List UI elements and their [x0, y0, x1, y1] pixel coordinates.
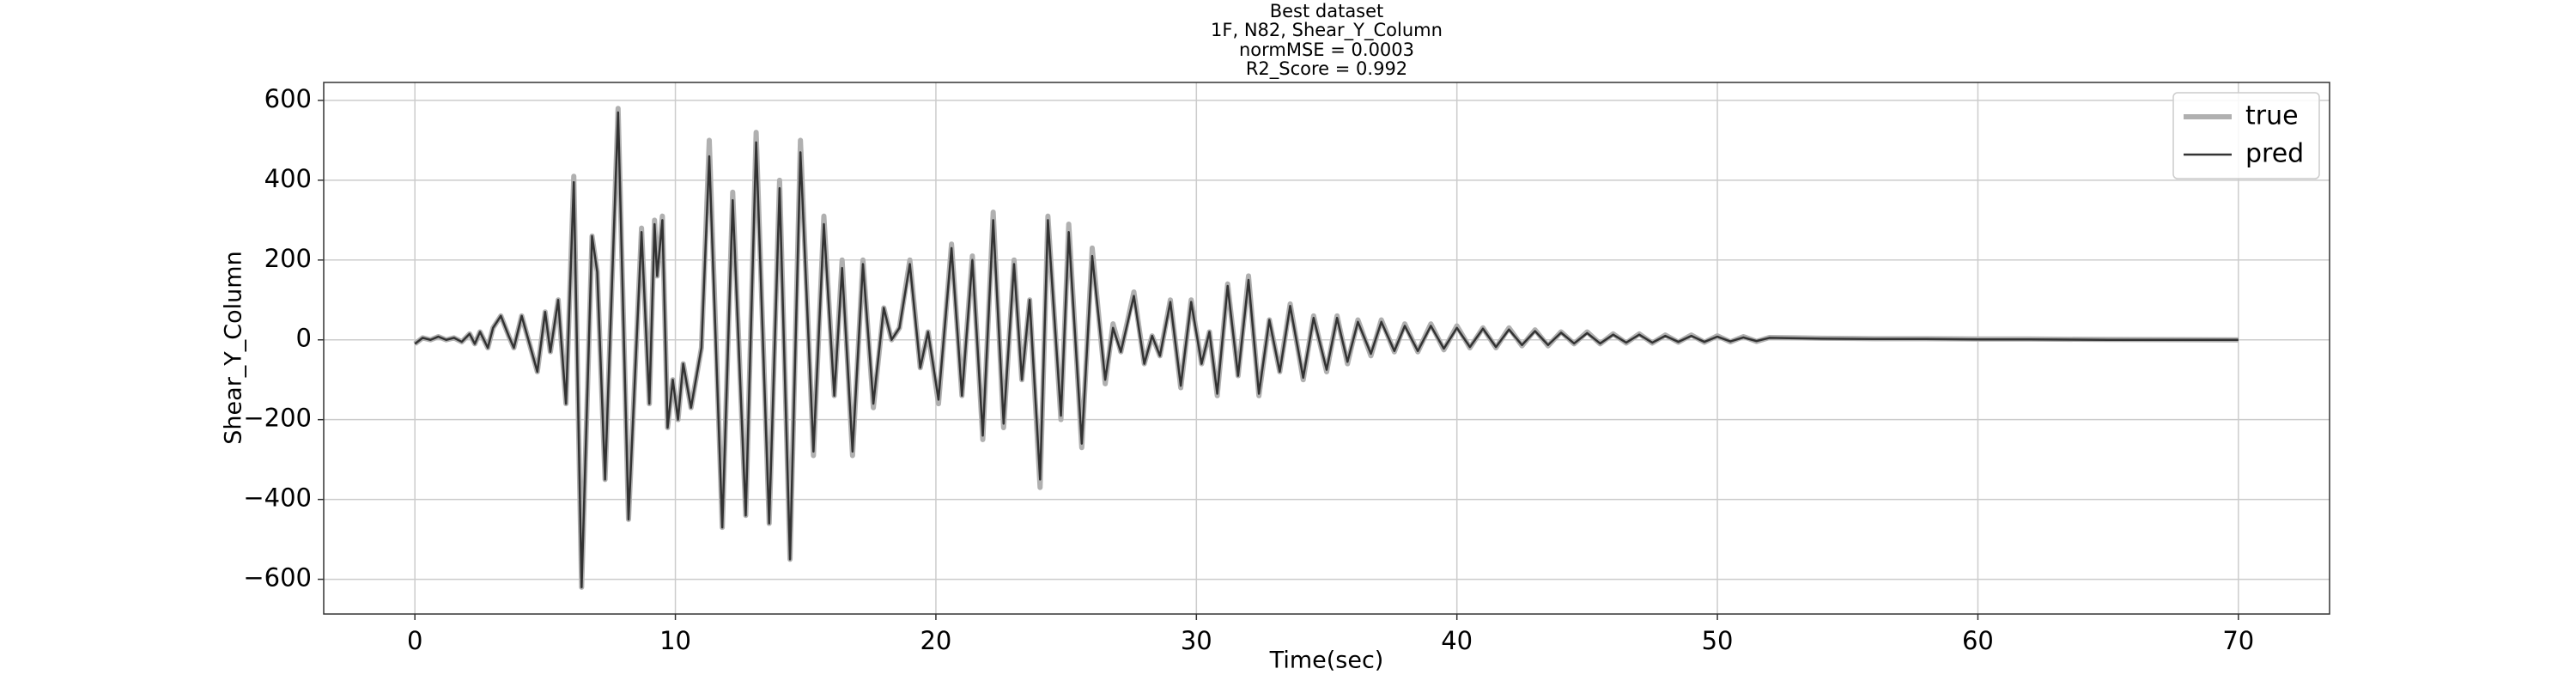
- y-tick-label: 400: [264, 164, 312, 193]
- x-tick-label: 30: [1181, 626, 1212, 655]
- chart-subtitle: normMSE = 0.0003: [1239, 40, 1414, 60]
- x-tick-label: 70: [2222, 626, 2254, 655]
- y-tick-label: 0: [296, 324, 312, 353]
- legend-label: pred: [2245, 139, 2304, 169]
- y-tick-label: 600: [264, 84, 312, 113]
- x-tick-label: 60: [1962, 626, 1994, 655]
- x-axis-label: Time(sec): [1269, 647, 1384, 674]
- chart-subtitle: 1F, N82, Shear_Y_Column: [1211, 20, 1443, 41]
- legend-label: true: [2245, 101, 2299, 131]
- y-tick-label: −600: [243, 563, 312, 593]
- x-tick-label: 0: [407, 626, 422, 655]
- y-tick-label: 200: [264, 244, 312, 273]
- x-tick-label: 40: [1441, 626, 1473, 655]
- x-tick-label: 10: [659, 626, 691, 655]
- x-tick-label: 20: [920, 626, 951, 655]
- chart-title: Best dataset: [1270, 1, 1384, 21]
- y-tick-label: −200: [243, 404, 312, 433]
- y-tick-label: −400: [243, 483, 312, 513]
- plot-frame: [323, 82, 2330, 615]
- chart-subtitle: R2_Score = 0.992: [1246, 58, 1407, 80]
- y-axis-label: Shear_Y_Column: [221, 251, 247, 444]
- x-tick-label: 50: [1702, 626, 1734, 655]
- data-line: [414, 111, 2239, 589]
